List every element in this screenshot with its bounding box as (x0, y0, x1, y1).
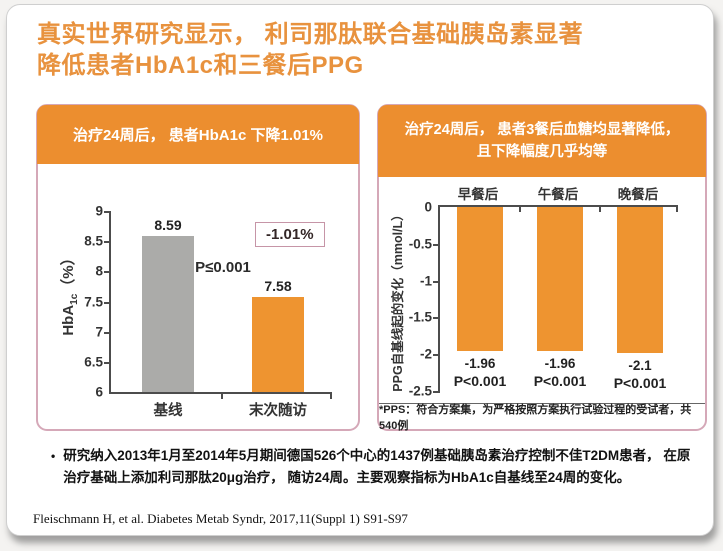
y-tick-label: 8.5 (84, 233, 103, 249)
ppg-panel: 治疗24周后， 患者3餐后血糖均显著降低， 且下降幅度几乎均等 早餐后 午餐后 … (377, 104, 707, 432)
x-label-followup: 末次随访 (249, 403, 307, 419)
study-note: • 研究纳入2013年1月至2014年5月期间德国526个中心的1437例基础胰… (51, 445, 703, 488)
meal-label-lunch: 午餐后 (537, 187, 579, 202)
meal-label-dinner: 晚餐后 (617, 187, 659, 202)
pps-footnote: *PPS：符合方案集，为严格按照方案执行试验过程的受试者，共540例 (379, 403, 705, 432)
bar-column-lunch: -1.96 P<0.001 (531, 207, 589, 391)
p-value-breakfast: P<0.001 (453, 373, 507, 390)
bar-value-dinner: -2.1 (628, 358, 652, 373)
hba1c-plot: 9 8.5 8 7.5 7 6.5 6 HbA1c（%） (60, 204, 332, 419)
bar-value-lunch: -1.96 (544, 356, 576, 372)
ppg-y-axis-label: PPG自基线起的变化（mmol/L） (391, 208, 405, 392)
y-tick-mark (104, 211, 111, 213)
x-tick-mark (330, 394, 332, 399)
y-tick-mark (433, 243, 440, 246)
y-tick-mark (104, 331, 111, 334)
slide-title-line2: 降低患者HbA1c和三餐后PPG (37, 52, 364, 80)
hba1c-change-badge: -1.01% (255, 222, 325, 247)
y-tick-label: -0.5 (408, 236, 432, 252)
p-value-lunch: P<0.001 (533, 373, 587, 390)
y-tick-label: 6.5 (84, 354, 103, 370)
zero-line-tick (676, 207, 678, 212)
zero-line-tick (599, 207, 601, 212)
slide-title: 真实世界研究显示， 利司那肽联合基础胰岛素显著 降低患者HbA1c和三餐后PPG (37, 19, 687, 81)
y-tick-mark (433, 280, 440, 283)
bar-value-followup: 7.58 (264, 277, 292, 294)
y-tick-label: -1.5 (408, 309, 432, 325)
y-tick-label: 8 (95, 263, 103, 279)
followup-bar (252, 296, 304, 392)
y-axis-label-unit: （%） (60, 250, 77, 294)
bullet-icon: • (51, 449, 56, 463)
zero-line-tick (519, 207, 521, 212)
baseline-bar (142, 235, 194, 392)
hba1c-panel: 治疗24周后， 患者HbA1c 下降1.01% 9 8.5 8 7.5 7 6.… (36, 104, 360, 431)
x-label-baseline: 基线 (153, 403, 183, 419)
y-tick-mark (433, 354, 440, 357)
bar-column-breakfast: -1.96 P<0.001 (451, 207, 509, 391)
y-tick-label: -2 (419, 346, 432, 362)
slide-title-line1: 真实世界研究显示， 利司那肽联合基础胰岛素显著 (37, 21, 584, 48)
panels-row: 治疗24周后， 患者HbA1c 下降1.01% 9 8.5 8 7.5 7 6.… (36, 104, 707, 432)
y-tick-mark (104, 271, 111, 274)
y-tick-mark (104, 361, 111, 364)
bar-column-baseline: 8.59 (138, 211, 198, 392)
y-tick-mark (104, 241, 111, 244)
y-tick-mark (433, 391, 440, 393)
slide: 真实世界研究显示， 利司那肽联合基础胰岛素显著 降低患者HbA1c和三餐后PPG… (6, 4, 714, 536)
p-value-dinner: P<0.001 (613, 375, 667, 391)
y-tick-mark (104, 301, 111, 304)
lunch-bar (537, 207, 583, 352)
y-tick-label: 7.5 (84, 294, 103, 309)
y-axis-label-subscript: 1c (69, 293, 80, 305)
hba1c-y-axis-label: HbA1c（%） (57, 208, 80, 378)
ppg-header-line1: 治疗24周后， 患者3餐后血糖均显著降低， (404, 121, 680, 138)
meal-label-breakfast: 早餐后 (457, 187, 499, 202)
hba1c-panel-header: 治疗24周后， 患者HbA1c 下降1.01% (37, 105, 359, 164)
y-tick-label: 9 (95, 203, 103, 219)
y-axis-label-text: HbA (60, 304, 77, 336)
bar-value-breakfast: -1.96 (464, 356, 496, 372)
y-tick-label: 7 (95, 324, 103, 340)
ppg-panel-header: 治疗24周后， 患者3餐后血糖均显著降低， 且下降幅度几乎均等 (378, 105, 706, 177)
y-tick-mark (433, 317, 440, 320)
breakfast-bar (457, 207, 503, 352)
ppg-plot: 0 -0.5 -1 -1.5 -2 -2.5 PPG自基线起的变化（mmol/L… (391, 200, 678, 399)
bar-value-baseline: 8.59 (154, 216, 182, 233)
p-value-label: P≤0.001 (195, 259, 251, 276)
study-note-text: 研究纳入2013年1月至2014年5月期间德国526个中心的1437例基础胰岛素… (63, 448, 691, 485)
ppg-header-line2: 且下降幅度几乎均等 (476, 144, 608, 160)
x-tick-mark (221, 394, 223, 399)
y-tick-label: 6 (95, 384, 103, 400)
reference-citation: Fleischmann H, et al. Diabetes Metab Syn… (33, 511, 408, 526)
dinner-bar (617, 207, 663, 353)
y-tick-label: 0 (424, 199, 432, 215)
bar-column-followup: 7.58 (248, 211, 308, 392)
y-tick-label: -2.5 (408, 383, 432, 399)
y-tick-label: -1 (419, 273, 432, 289)
bar-column-dinner: -2.1 P<0.001 (611, 207, 669, 391)
